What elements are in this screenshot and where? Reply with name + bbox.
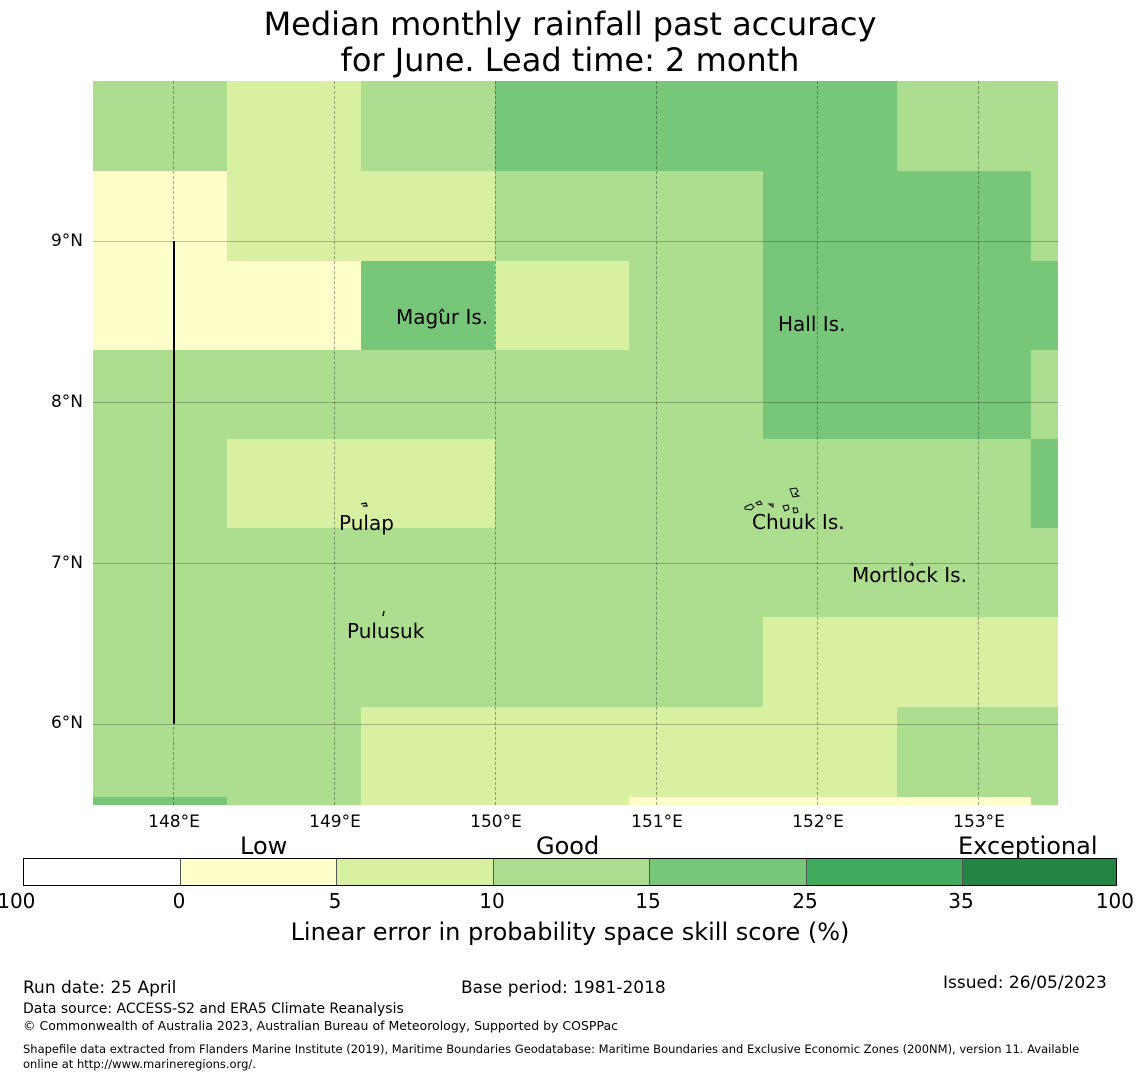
title-line-1: Median monthly rainfall past accuracy	[263, 5, 877, 43]
grid-cell	[361, 81, 495, 171]
grid-cell	[897, 707, 1058, 797]
latitude-gridline	[93, 724, 1058, 725]
grid-cell	[93, 171, 227, 261]
colorbar-tick-label: 15	[635, 889, 661, 913]
colorbar-tick-label: -100	[0, 889, 36, 913]
data-source: Data source: ACCESS-S2 and ERA5 Climate …	[23, 1001, 404, 1017]
base-period: Base period: 1981-2018	[461, 978, 666, 998]
grid-cell	[93, 261, 361, 350]
grid-cell	[93, 707, 361, 797]
latitude-gridline	[93, 241, 1058, 242]
colorbar-segment	[649, 859, 806, 885]
grid-cell	[763, 261, 1058, 350]
legend-tier-good: Good	[536, 832, 600, 860]
grid-cell	[93, 528, 1058, 617]
legend-tier-exceptional: Exceptional	[958, 832, 1098, 860]
colorbar-divider	[806, 859, 807, 885]
longitude-gridline	[978, 81, 979, 805]
skill-score-map: Magur Is. Hall Is. Pulap Chuuk Is. Mortl…	[93, 81, 1058, 805]
grid-cell	[495, 171, 763, 261]
lat-tick-label: 9°N	[50, 231, 83, 251]
colorbar	[23, 858, 1117, 886]
colorbar-divider	[336, 859, 337, 885]
longitude-gridline	[817, 81, 818, 805]
grid-cell	[1031, 439, 1058, 528]
grid-cell	[93, 617, 763, 707]
grid-cell	[93, 439, 227, 528]
grid-cell	[93, 350, 763, 439]
colorbar-tick-label: 25	[792, 889, 818, 913]
grid-cell	[361, 797, 629, 805]
lon-tick-label: 150°E	[470, 812, 522, 832]
colorbar-segment	[24, 859, 180, 885]
grid-cell	[93, 81, 227, 171]
grid-cell	[495, 261, 629, 350]
grid-cell	[629, 261, 763, 350]
longitude-gridline	[656, 81, 657, 805]
grid-cell	[227, 797, 361, 805]
grid-cell	[361, 261, 495, 350]
grid-cell	[227, 81, 361, 171]
shapefile-credit-line-1: Shapefile data extracted from Flanders M…	[23, 1042, 1080, 1056]
grid-cell	[227, 439, 495, 528]
longitude-gridline	[495, 81, 496, 805]
colorbar-divider	[649, 859, 650, 885]
island-outlines	[360, 307, 914, 617]
latitude-gridline	[93, 563, 1058, 564]
colorbar-segment	[180, 859, 336, 885]
maritime-boundary-line	[173, 241, 175, 724]
shapefile-credit-line-2: online at http://www.marineregions.org/.	[23, 1057, 256, 1071]
colorbar-tick-label: 35	[948, 889, 974, 913]
lat-tick-label: 6°N	[50, 713, 83, 733]
colorbar-tick-label: 10	[479, 889, 505, 913]
run-date: Run date: 25 April	[23, 978, 177, 998]
colorbar-tick-label: 100	[1095, 889, 1134, 913]
legend-tier-low: Low	[240, 832, 288, 860]
place-label-hall: Hall Is.	[778, 312, 846, 336]
grid-cell	[629, 797, 1031, 805]
colorbar-divider	[493, 859, 494, 885]
lon-tick-label: 149°E	[309, 812, 361, 832]
place-label-pulap: Pulap	[339, 511, 394, 535]
lon-tick-label: 153°E	[953, 812, 1005, 832]
lon-tick-label: 148°E	[148, 812, 200, 832]
lon-tick-label: 151°E	[631, 812, 683, 832]
grid-cell	[763, 617, 1058, 707]
map-title: Median monthly rainfall past accuracy fo…	[0, 6, 1140, 78]
colorbar-label: Linear error in probability space skill …	[290, 918, 850, 946]
grid-cell	[93, 797, 227, 805]
place-label-magur: Magur Is.	[396, 305, 489, 329]
grid-cell	[763, 350, 1031, 439]
colorbar-segment	[336, 859, 493, 885]
colorbar-segment	[962, 859, 1116, 885]
place-label-chuuk: Chuuk Is.	[752, 510, 845, 534]
colorbar-divider	[962, 859, 963, 885]
place-label-mortlock: Mortlock Is.	[852, 563, 967, 587]
grid-cell	[897, 81, 1058, 171]
grid-cell	[361, 707, 897, 797]
grid-cell	[495, 81, 897, 171]
lat-tick-label: 8°N	[50, 392, 83, 412]
copyright: © Commonwealth of Australia 2023, Austra…	[23, 1018, 618, 1033]
colorbar-tick-label: 0	[172, 889, 186, 913]
place-label-pulusuk: Pulusuk	[347, 619, 425, 643]
colorbar-segment	[493, 859, 649, 885]
grid-cell	[763, 171, 1031, 261]
longitude-gridline	[334, 81, 335, 805]
latitude-gridline	[93, 402, 1058, 403]
title-line-2: for June. Lead time: 2 month	[340, 41, 800, 79]
colorbar-divider	[180, 859, 181, 885]
lon-tick-label: 152°E	[792, 812, 844, 832]
issued-date: Issued: 26/05/2023	[943, 973, 1107, 993]
lat-tick-label: 7°N	[50, 553, 83, 573]
grid-cell	[495, 439, 1031, 528]
colorbar-tick-label: 5	[328, 889, 342, 913]
grid-cell	[227, 171, 495, 261]
grid-cell	[1031, 350, 1058, 439]
colorbar-segment	[806, 859, 962, 885]
grid-cell	[1031, 797, 1058, 805]
grid-cell	[1031, 171, 1058, 261]
